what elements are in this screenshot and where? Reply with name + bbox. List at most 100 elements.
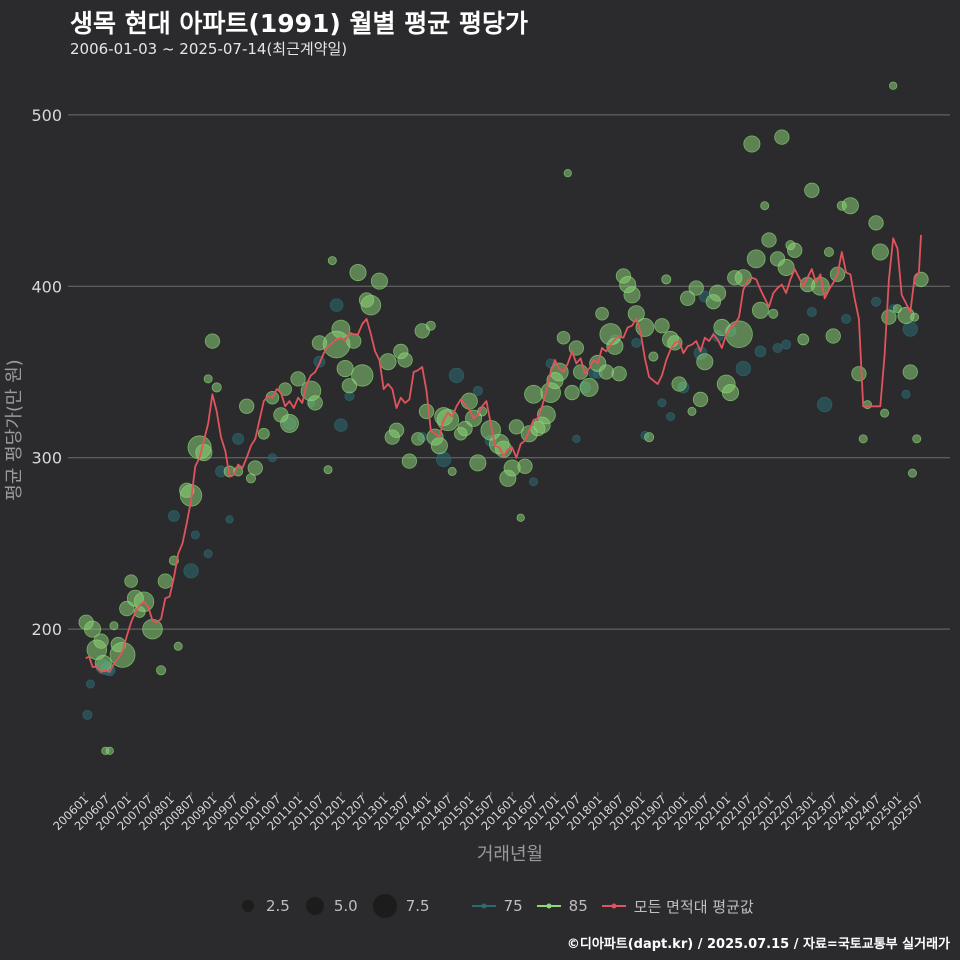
bubble-75-17 <box>334 418 348 432</box>
bubble-85-98 <box>598 364 614 380</box>
bubble-75-49 <box>901 389 911 399</box>
average-line <box>85 234 922 673</box>
bubbles <box>78 81 929 756</box>
legend-size-1: 2.5 <box>238 896 290 916</box>
bubble-75-46 <box>841 313 852 324</box>
bubble-75-22 <box>472 385 483 396</box>
legend-size-2: 5.0 <box>304 895 358 917</box>
bubble-85-41 <box>323 465 333 475</box>
bubble-85-1 <box>84 620 102 638</box>
y-tick-label-300: 300 <box>31 449 62 468</box>
bubble-75-20 <box>435 451 452 468</box>
legend-series-75-label: 75 <box>503 897 523 915</box>
bubble-75-47 <box>871 296 882 307</box>
bubble-85-100 <box>606 337 624 355</box>
bubble-85-147 <box>851 366 867 382</box>
bubble-75-12 <box>267 453 277 463</box>
bubble-85-7 <box>109 621 119 631</box>
bubble-75-42 <box>772 342 783 354</box>
bubble-75-1 <box>85 679 95 689</box>
bubble-85-115 <box>687 406 697 416</box>
bubble-85-134 <box>774 129 790 145</box>
bubble-85-129 <box>751 301 769 319</box>
bubble-85-120 <box>709 284 727 302</box>
legend-size-dot-large <box>372 894 397 918</box>
bubble-75-34 <box>666 412 676 422</box>
bubble-85-97 <box>595 306 609 321</box>
bubble-85-53 <box>379 353 397 371</box>
bubble-85-128 <box>746 249 766 269</box>
bubble-85-79 <box>508 419 525 435</box>
bubble-85-132 <box>768 308 779 319</box>
bubble-85-110 <box>661 274 672 285</box>
y-axis-ticks: 200 300 400 500 <box>31 106 62 639</box>
bubble-85-123 <box>721 384 740 402</box>
bubble-85-157 <box>902 364 918 380</box>
legend-size-label-2: 5.0 <box>333 897 358 915</box>
bubble-85-101 <box>611 366 627 382</box>
bubble-75-24 <box>529 477 539 487</box>
bubble-85-35 <box>278 382 292 396</box>
bubble-85-17 <box>157 573 173 589</box>
bubble-85-64 <box>430 437 448 455</box>
bubble-85-80 <box>516 513 525 522</box>
bubble-85-62 <box>425 320 436 331</box>
bubble-85-146 <box>841 197 859 215</box>
bubble-85-151 <box>871 243 889 261</box>
bubble-85-154 <box>889 81 898 90</box>
bubble-85-55 <box>388 422 405 438</box>
bubble-85-158 <box>907 468 917 478</box>
bubble-85-117 <box>692 391 709 408</box>
legend-size-label-3: 7.5 <box>405 897 430 915</box>
bubble-85-24 <box>203 374 213 384</box>
bubble-85-3 <box>93 633 109 649</box>
bubble-85-95 <box>579 378 599 397</box>
bubble-85-58 <box>401 453 418 469</box>
bubble-85-143 <box>825 328 841 344</box>
y-tick-label-200: 200 <box>31 620 62 639</box>
bubble-85-16 <box>156 665 167 676</box>
legend-size-3: 7.5 <box>372 893 430 919</box>
bubble-75-40 <box>735 360 751 377</box>
bubble-75-33 <box>657 398 667 408</box>
bubble-75-31 <box>631 337 642 348</box>
bubble-75-41 <box>754 345 767 358</box>
bubble-85-90 <box>556 330 571 345</box>
bubble-85-19 <box>173 641 183 651</box>
average-line-group <box>85 234 922 673</box>
bubble-85-6 <box>105 746 114 756</box>
legend-series-75: 75 <box>471 897 523 915</box>
bubble-85-57 <box>397 352 413 368</box>
bubble-85-52 <box>370 272 388 290</box>
x-axis-label: 거래년월 <box>477 844 543 865</box>
bubble-85-29 <box>239 398 255 414</box>
bubble-85-113 <box>671 376 687 392</box>
bubble-85-26 <box>211 382 222 393</box>
legend: 2.5 5.0 7.5 75 85 모든 면적대 평균값 <box>238 894 768 918</box>
x-axis-ticks: 2006012006072007012007072008012008072009… <box>50 792 926 833</box>
bubble-85-11 <box>124 574 138 588</box>
bubble-75-6 <box>183 563 199 579</box>
bubble-85-32 <box>257 427 270 440</box>
bubble-85-45 <box>336 360 354 378</box>
bubble-85-91 <box>563 168 572 178</box>
legend-size-label-1: 2.5 <box>266 897 290 915</box>
bubble-85-83 <box>524 384 543 404</box>
bubble-85-153 <box>881 309 897 325</box>
legend-size-dot-medium <box>305 897 324 915</box>
bubble-85-126 <box>734 269 752 287</box>
bubble-75-8 <box>203 549 213 559</box>
bubble-85-76 <box>495 440 513 458</box>
bubble-75-45 <box>817 396 833 413</box>
chart-title: 생목 현대 아파트(1991) 월별 평균 평당가 <box>70 9 528 38</box>
bubble-85-49 <box>351 364 374 387</box>
grid-lines <box>68 114 950 630</box>
y-axis-label: 평균 평당가(만 원) <box>4 359 25 500</box>
bubble-75-11 <box>232 432 245 445</box>
chart-subtitle: 2006-01-03 ~ 2025-07-14(최근계약일) <box>70 40 348 58</box>
bubble-75-26 <box>572 434 581 444</box>
bubble-85-137 <box>787 242 803 258</box>
y-tick-label-500: 500 <box>31 106 62 125</box>
y-tick-label-400: 400 <box>31 277 62 296</box>
